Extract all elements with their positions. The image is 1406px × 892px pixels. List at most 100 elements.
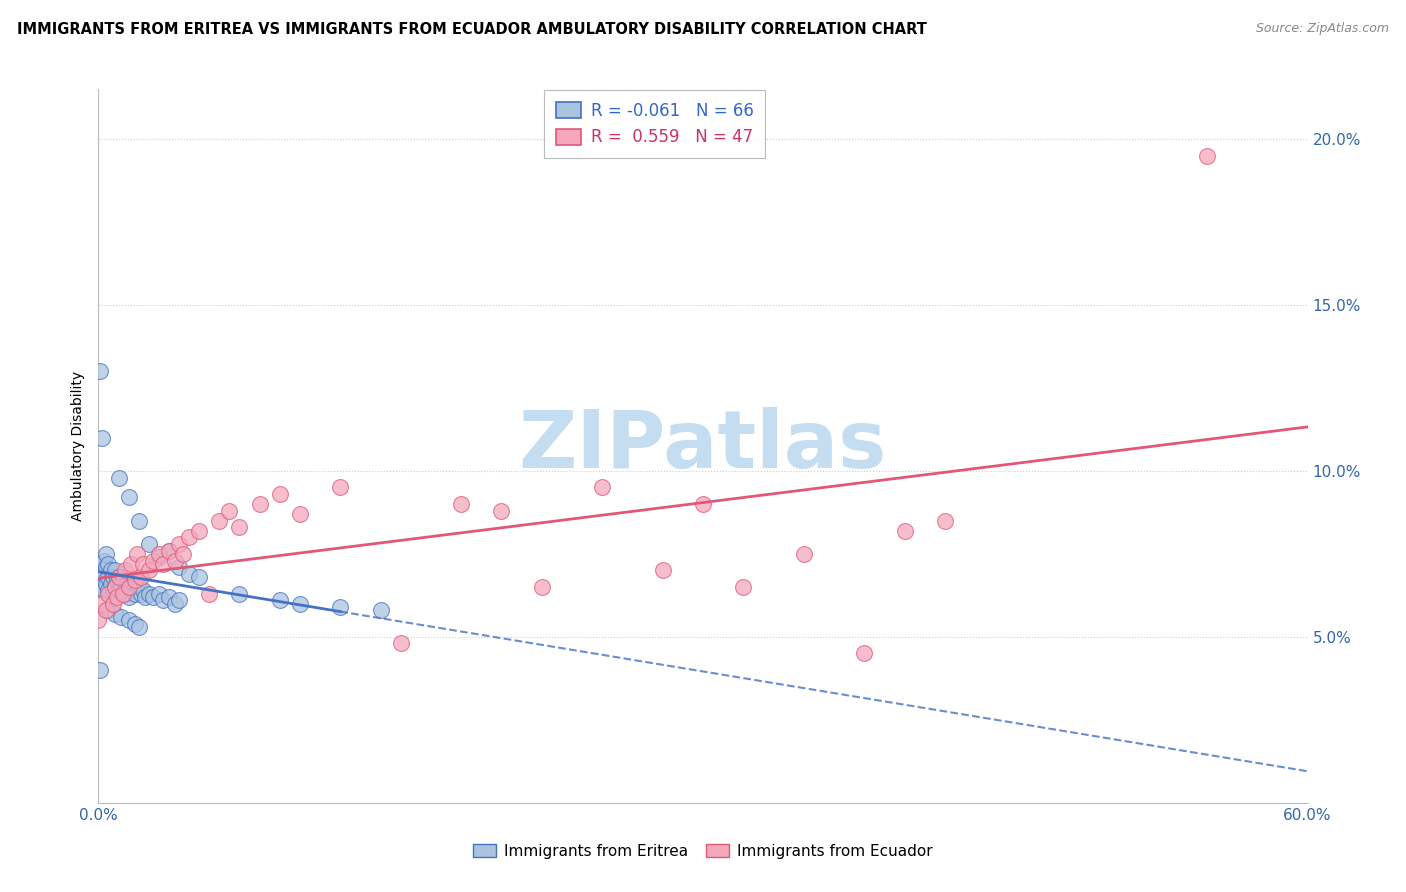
Point <box>97 570 120 584</box>
Point <box>389 636 412 650</box>
Point <box>129 587 152 601</box>
Text: Source: ZipAtlas.com: Source: ZipAtlas.com <box>1256 22 1389 36</box>
Point <box>134 590 156 604</box>
Point <box>269 487 291 501</box>
Point <box>89 364 111 378</box>
Point <box>128 580 150 594</box>
Point <box>101 583 124 598</box>
Point <box>124 587 146 601</box>
Point <box>120 557 142 571</box>
Point <box>101 597 124 611</box>
Point <box>91 580 114 594</box>
Point <box>208 514 231 528</box>
Point <box>120 580 142 594</box>
Point <box>107 583 129 598</box>
Point <box>152 593 174 607</box>
Point <box>491 504 513 518</box>
Point <box>107 470 129 484</box>
Point <box>218 504 240 518</box>
Point <box>110 580 132 594</box>
Point <box>124 616 146 631</box>
Point <box>142 590 165 604</box>
Point <box>370 603 392 617</box>
Point <box>188 524 211 538</box>
Point <box>163 597 186 611</box>
Point <box>93 566 115 581</box>
Point <box>138 564 160 578</box>
Point <box>167 593 190 607</box>
Point <box>111 587 134 601</box>
Point <box>107 570 129 584</box>
Point <box>103 607 125 621</box>
Point <box>288 507 311 521</box>
Point <box>103 580 125 594</box>
Legend: Immigrants from Eritrea, Immigrants from Ecuador: Immigrants from Eritrea, Immigrants from… <box>465 836 941 866</box>
Point <box>96 603 118 617</box>
Point <box>114 564 136 578</box>
Point <box>91 557 114 571</box>
Point <box>288 597 311 611</box>
Point <box>157 590 180 604</box>
Point <box>118 613 141 627</box>
Point <box>100 564 122 578</box>
Point <box>97 603 120 617</box>
Point <box>148 550 170 565</box>
Point <box>105 590 128 604</box>
Point <box>329 481 352 495</box>
Point <box>132 583 155 598</box>
Point <box>87 613 110 627</box>
Point <box>157 543 180 558</box>
Point <box>179 530 201 544</box>
Point <box>129 570 152 584</box>
Point <box>793 547 815 561</box>
Point <box>188 570 211 584</box>
Point <box>163 553 186 567</box>
Point <box>530 580 553 594</box>
Point <box>228 587 250 601</box>
Point <box>269 593 291 607</box>
Point <box>91 431 114 445</box>
Y-axis label: Ambulatory Disability: Ambulatory Disability <box>72 371 86 521</box>
Point <box>228 520 250 534</box>
Point <box>114 587 136 601</box>
Point <box>733 580 755 594</box>
Point <box>93 583 115 598</box>
Point <box>118 590 141 604</box>
Point <box>103 580 125 594</box>
Point <box>179 566 201 581</box>
Point <box>89 560 111 574</box>
Text: ZIPatlas: ZIPatlas <box>519 407 887 485</box>
Point <box>111 574 134 588</box>
Point <box>96 576 118 591</box>
Point <box>93 553 115 567</box>
Point <box>118 580 141 594</box>
Point <box>172 547 194 561</box>
Point <box>87 580 110 594</box>
Point <box>1195 148 1218 162</box>
Point <box>105 574 128 588</box>
Point <box>893 524 915 538</box>
Point <box>89 570 111 584</box>
Point <box>128 514 150 528</box>
Point <box>91 597 114 611</box>
Point <box>157 543 180 558</box>
Point <box>138 537 160 551</box>
Point <box>198 587 221 601</box>
Point <box>96 547 118 561</box>
Point <box>115 576 138 591</box>
Point <box>152 557 174 571</box>
Point <box>121 583 143 598</box>
Point <box>148 547 170 561</box>
Point <box>125 547 148 561</box>
Point <box>591 481 613 495</box>
Point <box>167 560 190 574</box>
Point <box>142 553 165 567</box>
Point <box>89 663 111 677</box>
Point <box>96 560 118 574</box>
Point <box>148 587 170 601</box>
Point <box>132 557 155 571</box>
Point <box>450 497 472 511</box>
Point <box>97 587 120 601</box>
Point <box>100 576 122 591</box>
Point <box>110 610 132 624</box>
